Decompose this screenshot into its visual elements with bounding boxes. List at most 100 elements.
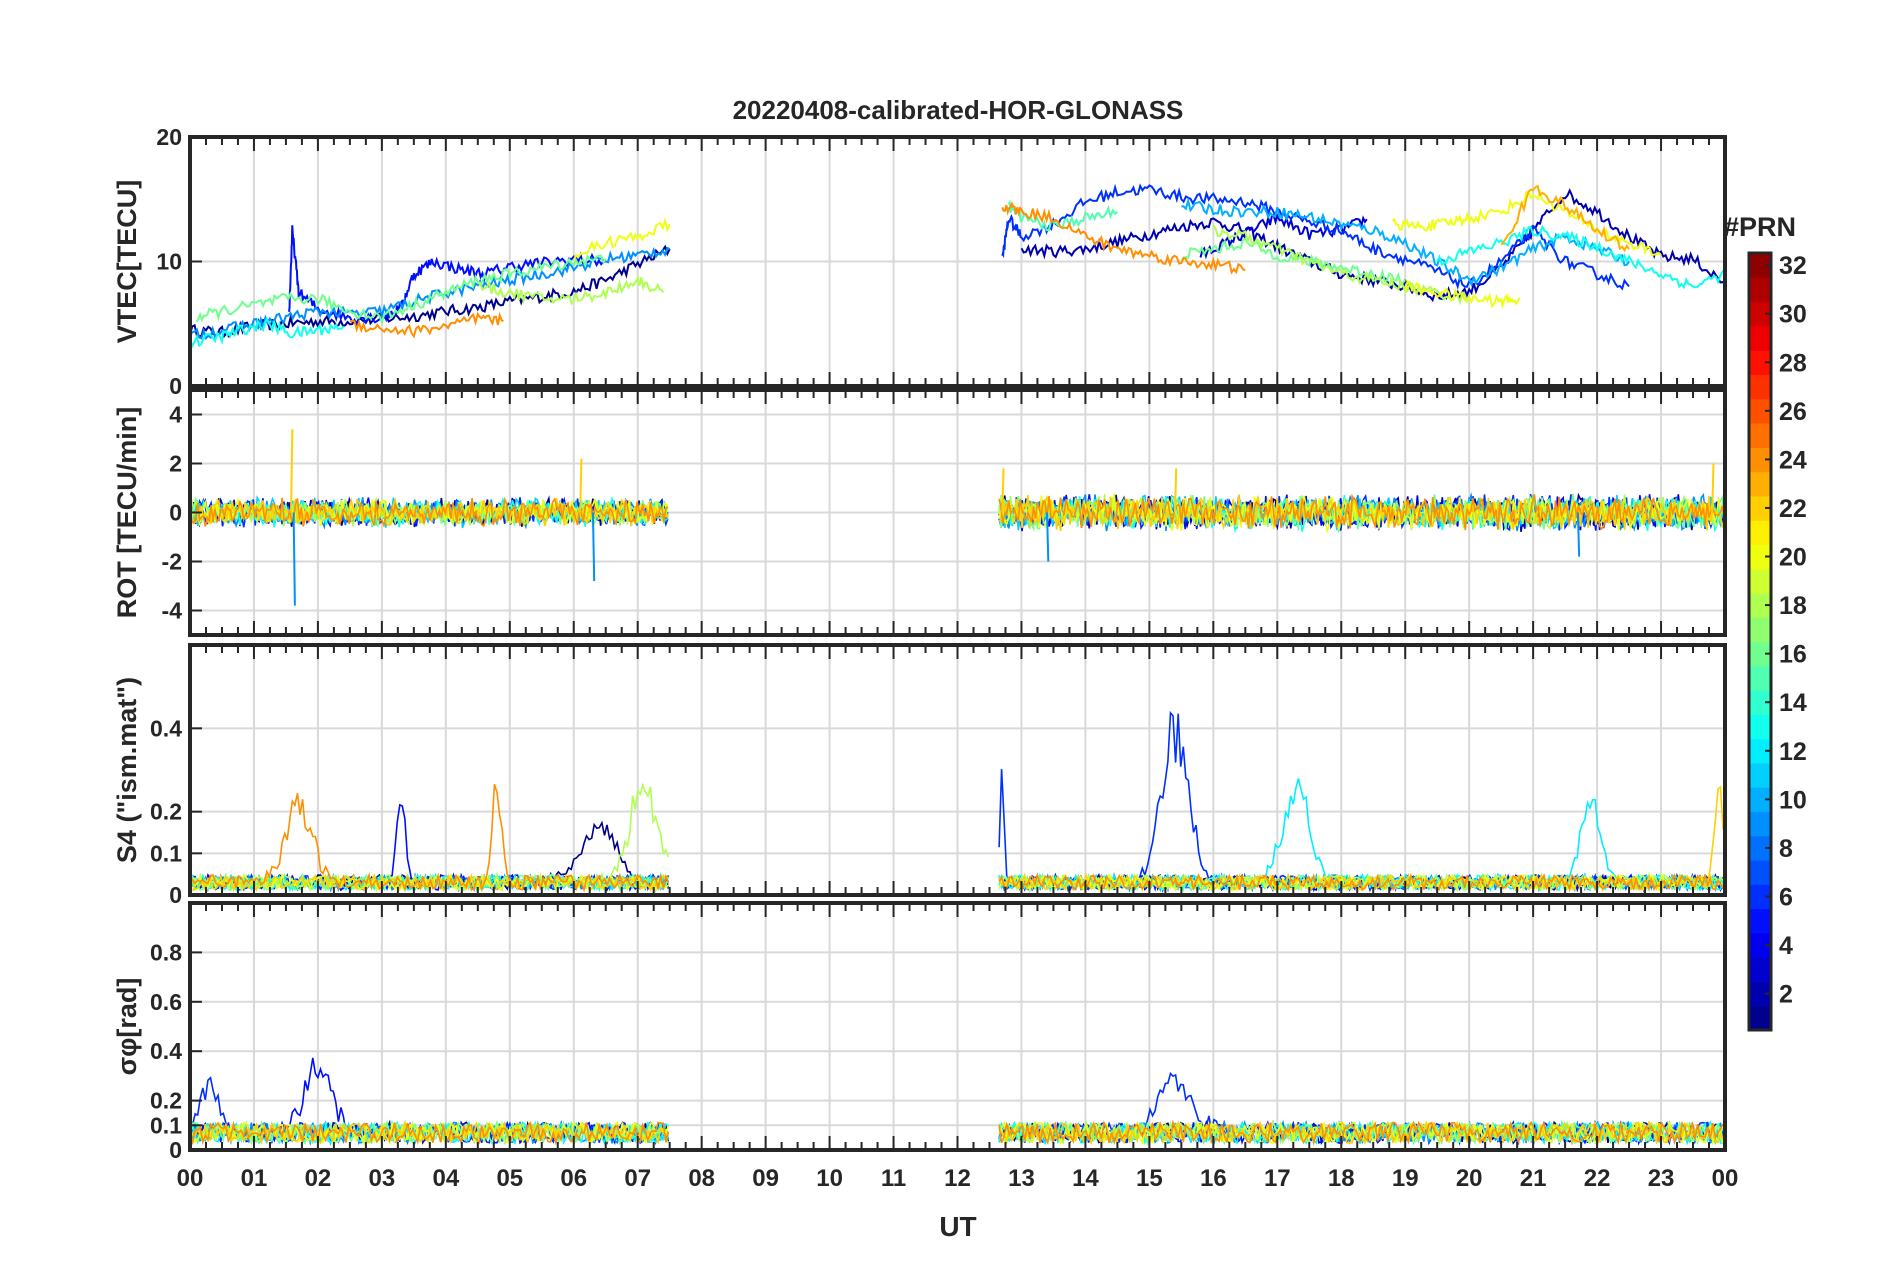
x-tick-label: 16 [1200, 1165, 1227, 1192]
vtec-series-prn-16 [195, 254, 607, 326]
colorbar-swatch [1749, 665, 1771, 691]
rot-spike [292, 512, 296, 606]
colorbar-tick-label: 2 [1779, 981, 1793, 1009]
vtec-series-prn-6 [1001, 183, 1630, 291]
vtec-series-prn-15 [1007, 199, 1119, 232]
vtec-series-prn-23 [1500, 184, 1630, 253]
x-tick-label: 13 [1008, 1165, 1035, 1192]
colorbar-swatch [1749, 592, 1771, 618]
vtec-series-prn-9 [190, 246, 671, 341]
colorbar-swatch [1749, 398, 1771, 424]
colorbar-swatch [1749, 957, 1771, 983]
series-prn-24 [998, 872, 1724, 894]
colorbar-swatch [1749, 835, 1771, 861]
colorbar-swatch [1749, 908, 1771, 934]
vtec-series-prn-24 [1001, 201, 1246, 275]
series-prn-18 [190, 782, 670, 893]
rot-spike [1046, 512, 1050, 562]
colorbar-swatch [1749, 374, 1771, 400]
colorbar-swatch [1749, 690, 1771, 715]
x-tick-label: 21 [1520, 1165, 1547, 1192]
y-tick-label: 2 [169, 451, 182, 477]
series-prn-12 [998, 778, 1724, 893]
x-axis-label: UT [939, 1211, 976, 1242]
y-axis-label: σφ[rad] [112, 978, 142, 1076]
y-tick-label: 0 [169, 500, 182, 526]
x-tick-label: 03 [369, 1165, 396, 1192]
colorbar-swatch [1749, 544, 1771, 570]
x-tick-label: 08 [688, 1165, 715, 1192]
x-tick-label: 11 [881, 1165, 906, 1192]
colorbar-tick-label: 10 [1779, 786, 1807, 814]
x-tick-label: 07 [624, 1165, 651, 1192]
x-tick-label: 00 [1712, 1165, 1739, 1192]
y-axis-label: VTEC[TECU] [112, 180, 142, 344]
colorbar-swatch [1749, 301, 1771, 327]
colorbar-swatch [1749, 253, 1771, 278]
chart-title: 20220408-calibrated-HOR-GLONASS [733, 95, 1184, 125]
data-layer [190, 183, 1725, 349]
colorbar-swatch [1749, 738, 1771, 764]
rot-spike [1001, 468, 1005, 513]
rot-spike [591, 512, 596, 582]
colorbar-swatch [1749, 495, 1771, 521]
vtec-series-prn-10 [1181, 197, 1630, 288]
y-tick-label: 0 [169, 882, 182, 908]
series-prn-24 [190, 783, 670, 893]
y-axis-label: ROT [TECU/min] [112, 407, 142, 618]
x-tick-label: 04 [432, 1165, 459, 1192]
colorbar-tick-label: 12 [1779, 738, 1807, 766]
vtec-series-prn-18 [1212, 224, 1470, 306]
vtec-series-prn-20 [572, 217, 671, 261]
colorbar-swatch [1749, 811, 1771, 837]
x-tick-label: 14 [1072, 1165, 1099, 1192]
colorbar-frame [1747, 251, 1773, 1032]
vtec-series-prn-2 [1020, 188, 1725, 303]
colorbar-swatch [1749, 787, 1771, 813]
colorbar-tick-label: 18 [1779, 592, 1807, 620]
colorbar-swatch [1749, 471, 1771, 497]
colorbar-tick-label: 32 [1779, 252, 1807, 280]
x-tick-label: 22 [1584, 1165, 1611, 1192]
colorbar-swatch [1749, 860, 1771, 885]
x-tick-label: 00 [177, 1165, 204, 1192]
colorbar-swatch [1749, 714, 1771, 740]
x-tick-label: 01 [241, 1165, 268, 1192]
x-tick-label: 20 [1456, 1165, 1483, 1192]
series-prn-6 [998, 710, 1724, 893]
colorbar-tick-label: 16 [1779, 641, 1807, 669]
y-tick-label: 0.2 [150, 799, 182, 825]
y-tick-label: 10 [156, 249, 182, 275]
rot-spike [1711, 463, 1715, 513]
colorbar-swatch [1749, 422, 1771, 448]
vtec-series-prn-18 [477, 275, 665, 306]
rot-series-prn-24 [190, 496, 669, 528]
y-tick-label: 0.1 [150, 840, 182, 866]
colorbar-tick-label: 28 [1779, 349, 1807, 377]
y-tick-label: 0.8 [150, 939, 182, 965]
colorbar-swatch [1749, 568, 1771, 594]
y-tick-label: 0.2 [150, 1088, 182, 1114]
vtec-series-prn-13 [1436, 224, 1725, 290]
colorbar-swatch [1749, 447, 1771, 473]
vtec-series-prn-5 [288, 225, 606, 325]
x-tick-label: 12 [944, 1165, 971, 1192]
colorbar-tick-label: 14 [1779, 689, 1807, 717]
x-tick-label: 09 [752, 1165, 779, 1192]
x-tick-label: 06 [560, 1165, 587, 1192]
colorbar-tick-label: 24 [1779, 446, 1807, 474]
series-prn-24 [998, 1119, 1724, 1146]
colorbar-swatch [1749, 325, 1771, 351]
y-tick-label: 0 [169, 1137, 182, 1163]
colorbar-swatch [1749, 617, 1771, 643]
y-tick-label: 0 [169, 373, 182, 399]
panel-2: -4 -2 0 2 4 ROT [TECU/min] [112, 388, 1727, 637]
colorbar-label: #PRN [1724, 212, 1796, 242]
y-tick-label: 0.4 [150, 1038, 182, 1064]
colorbar-swatch [1749, 762, 1771, 788]
rot-spike [1576, 512, 1581, 557]
colorbar-swatch [1749, 350, 1771, 376]
